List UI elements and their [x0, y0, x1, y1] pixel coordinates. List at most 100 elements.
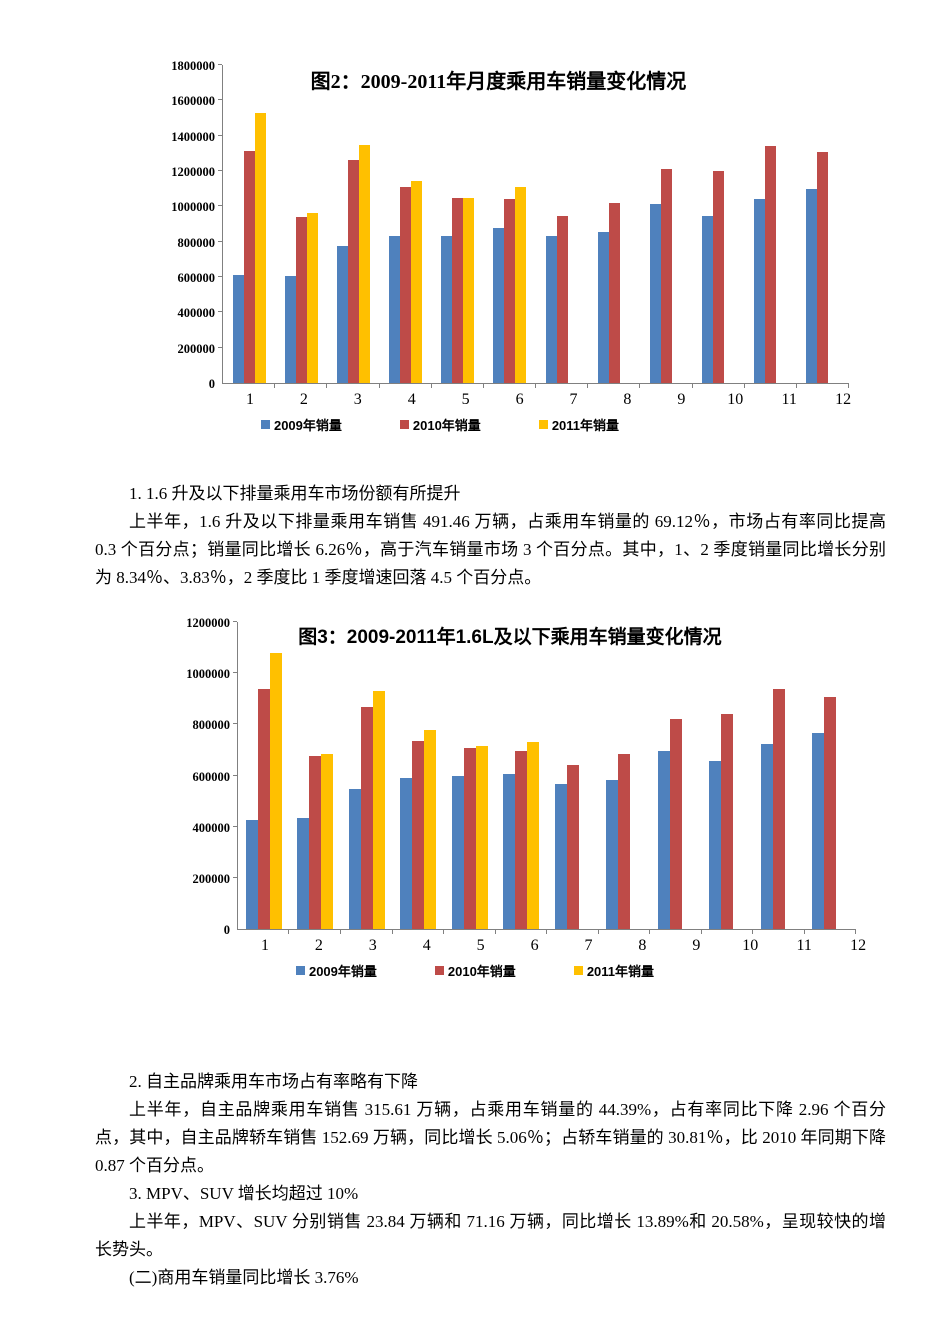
bar-2011年销量-month-5 — [463, 198, 475, 383]
bar-group-month-10 — [701, 171, 735, 383]
bar-2010年销量-month-5 — [452, 198, 464, 383]
figure-2-monthly-passenger-car-sales-chart: 0 200000 400000 600000 800000 1000000 1200000 1… — [160, 59, 870, 434]
bar-2011年销量-month-1 — [254, 112, 266, 383]
bar-group-month-1 — [245, 652, 282, 929]
bar-2010年销量-month-5 — [463, 748, 476, 929]
x-axis-tick — [803, 930, 805, 934]
bar-2010年销量-month-3 — [360, 707, 373, 929]
y-axis-tick — [233, 876, 237, 878]
y-axis-tick-label: 1400000 — [171, 129, 215, 144]
legend-label: 2011年销量 — [551, 418, 620, 433]
bar-2010年销量-month-2 — [295, 216, 307, 383]
y-axis-tick-label: 600000 — [177, 271, 216, 285]
bar-2010年销量-month-2 — [309, 756, 322, 929]
bar-group-month-2 — [284, 212, 318, 383]
x-axis-label: 10 — [742, 937, 759, 954]
section-commercial-vehicle-heading: (二)商用车销量同比增长 3.76% — [95, 1264, 886, 1292]
bar-2010年销量-month-3 — [347, 159, 359, 383]
x-axis-tick — [639, 384, 641, 388]
legend-item: 2011年销量 — [573, 961, 654, 980]
x-axis-label: 11 — [781, 391, 797, 408]
bar-group-month-7 — [554, 765, 591, 929]
bar-groups — [238, 622, 856, 929]
bar-group-month-1 — [232, 112, 266, 383]
legend-item: 2010年销量 — [399, 415, 481, 434]
y-axis-tick-label: 800000 — [192, 718, 231, 733]
y-axis-tick — [233, 723, 237, 725]
y-axis-tick — [218, 346, 222, 348]
bar-2009年销量-month-11 — [754, 199, 766, 383]
x-axis-label: 4 — [407, 391, 416, 408]
bar-2010年销量-month-8 — [618, 754, 631, 929]
bar-group-month-4 — [400, 729, 437, 929]
x-axis-tick — [691, 384, 693, 388]
bar-group-month-5 — [441, 198, 475, 383]
legend-swatch-icon — [260, 420, 270, 429]
section-1-6l-market-share: 1. 1.6 升及以下排量乘用车市场份额有所提升 上半年，1.6 升及以下排量乘… — [95, 480, 886, 592]
bar-group-month-10 — [709, 714, 745, 929]
legend-swatch-icon — [573, 966, 583, 975]
x-axis-tick — [482, 384, 484, 388]
bar-2010年销量-month-1 — [257, 688, 270, 929]
x-axis-label: 12 — [850, 937, 867, 954]
bar-group-month-8 — [606, 754, 642, 929]
bar-2009年销量-month-1 — [232, 275, 244, 383]
section-heading: 3. MPV、SUV 增长均超过 10% — [129, 1184, 359, 1203]
x-axis-label: 1 — [260, 937, 269, 954]
y-axis-tick — [218, 170, 222, 171]
legend-item: 2009年销量 — [295, 961, 377, 980]
bar-2009年销量-month-1 — [245, 820, 258, 929]
bar-group-month-8 — [597, 202, 631, 383]
y-axis-tick-label: 1000000 — [186, 667, 230, 682]
plot-area: 图2：2009-2011年月度乘用车销量变化情况 — [218, 64, 849, 388]
y-axis-tick-label: 1200000 — [171, 165, 215, 179]
legend-item: 2009年销量 — [260, 415, 342, 434]
legend-label: 2009年销量 — [308, 964, 377, 979]
x-axis-label: 6 — [515, 391, 524, 408]
bar-group-month-9 — [657, 718, 694, 929]
legend-label: 2009年销量 — [273, 418, 342, 433]
y-axis-tick-label: 0 — [208, 377, 215, 391]
bar-2009年销量-month-3 — [348, 789, 361, 929]
y-axis-tick-label: 400000 — [192, 820, 231, 835]
bar-2009年销量-month-4 — [400, 777, 413, 929]
legend-swatch-icon — [295, 966, 305, 975]
x-axis-tick — [326, 384, 328, 388]
x-axis-label: 10 — [727, 391, 744, 408]
bar-group-month-6 — [503, 742, 540, 929]
bar-group-month-11 — [754, 146, 787, 383]
x-axis-tick — [494, 930, 496, 934]
bar-group-month-3 — [336, 144, 370, 383]
bar-2011年销量-month-6 — [527, 742, 540, 929]
x-axis-label: 1 — [245, 391, 254, 408]
bar-2009年销量-month-7 — [545, 236, 557, 383]
y-axis-tick-label: 1000000 — [171, 200, 215, 215]
bar-group-month-12 — [806, 151, 839, 383]
y-axis-tick-label: 800000 — [177, 235, 216, 250]
bar-2010年销量-month-11 — [765, 146, 777, 383]
legend-item: 2010年销量 — [434, 961, 516, 980]
x-axis-label: 3 — [368, 937, 377, 954]
bar-group-month-11 — [760, 688, 797, 929]
bar-2010年销量-month-6 — [515, 750, 528, 929]
chart-title: 图3：2009-2011年1.6L及以下乘用车销量变化情况 — [298, 627, 722, 648]
bar-2011年销量-month-4 — [424, 729, 437, 929]
y-axis-tick-label: 1200000 — [186, 616, 230, 630]
bar-2010年销量-month-7 — [566, 765, 579, 929]
section-heading: 1. 1.6 升及以下排量乘用车市场份额有所提升 — [129, 484, 461, 503]
chart-legend: 2009年销量 2010年销量 2011年销量 — [160, 415, 720, 434]
bar-2010年销量-month-11 — [772, 688, 785, 929]
bar-2011年销量-month-6 — [515, 186, 527, 383]
x-axis-label: 11 — [796, 937, 812, 954]
bar-group-month-3 — [348, 690, 385, 929]
y-axis-tick — [218, 64, 222, 65]
x-axis-label: 3 — [353, 391, 362, 408]
bar-2009年销量-month-6 — [503, 773, 516, 929]
x-axis-tick — [288, 930, 290, 934]
x-axis-label: 2 — [299, 391, 308, 408]
y-axis-tick-label: 0 — [223, 923, 230, 937]
x-axis-label: 9 — [692, 937, 701, 954]
y-axis-tick — [233, 825, 237, 827]
chart-body: 0 200000 400000 600000 800000 1000000 1200000 … — [175, 616, 885, 937]
figure-3-1.6l-passenger-car-sales-chart: 0 200000 400000 600000 800000 1000000 1200000 … — [175, 616, 885, 980]
